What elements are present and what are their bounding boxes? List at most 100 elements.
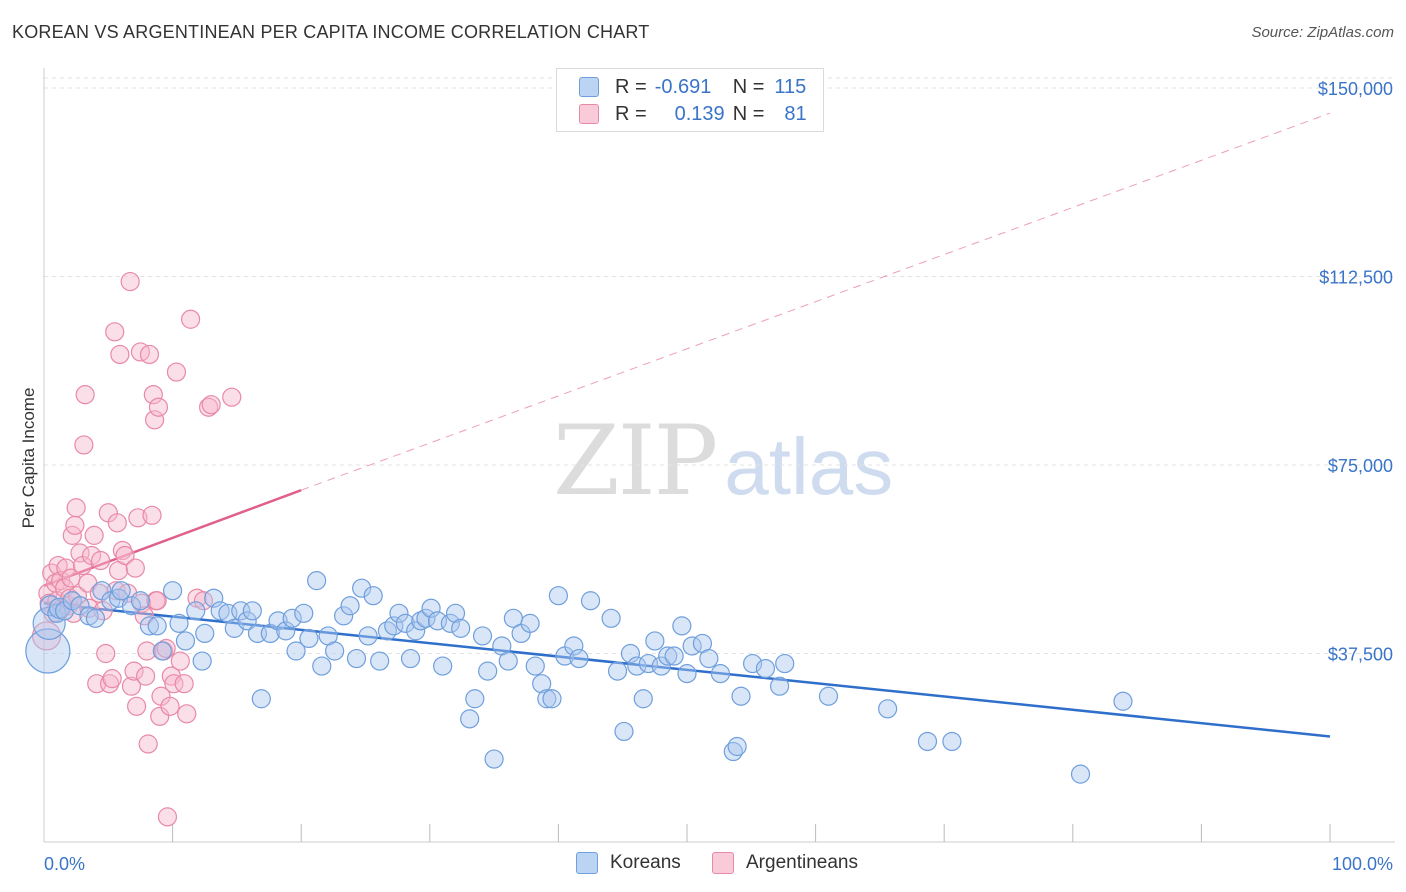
argentinean-point (56, 558, 76, 578)
korean-point (775, 653, 795, 674)
korean-point (498, 651, 518, 671)
argentinean-point (144, 410, 165, 430)
argentinean-point (121, 676, 142, 696)
series-legend-label: Koreans (610, 852, 681, 873)
argentinean-point (65, 515, 85, 535)
argentinean-point (126, 696, 147, 716)
argentinean-point (222, 387, 242, 407)
korean-point (769, 676, 790, 696)
korean-point (25, 628, 71, 674)
series-legend: Koreans Argentineans (0, 852, 1406, 878)
legend-r-label: R = (615, 75, 647, 98)
argentinean-point (112, 540, 133, 561)
series-legend-koreans[interactable]: Koreans (576, 852, 681, 874)
korean-point (421, 598, 441, 618)
argentinean-point (142, 505, 162, 525)
trend-layer (43, 112, 1331, 738)
korean-point (727, 736, 747, 757)
series-legend-argentineans[interactable]: Argentineans (712, 852, 858, 874)
x-tick-label-min: 0.0% (44, 854, 85, 874)
argentinean-point (181, 309, 201, 329)
argentinean-point (99, 674, 120, 694)
korean-point (370, 651, 390, 671)
korean-point (620, 643, 641, 664)
argentinean-point (93, 601, 113, 621)
korean-points (25, 571, 1133, 784)
korean-point (672, 616, 692, 636)
korean-point (377, 621, 397, 641)
korean-point (878, 699, 898, 719)
korean-point (1113, 691, 1133, 711)
legend-row-koreans: R = -0.691 N = 115 (579, 74, 806, 100)
argentinean-point (70, 543, 90, 563)
korean-point (472, 626, 493, 646)
korean-swatch (576, 852, 598, 874)
argentinean-point (106, 581, 126, 601)
argentinean-point (139, 344, 160, 365)
y-tick-label: $37,500 (1328, 645, 1393, 665)
korean-point (607, 661, 628, 681)
argentinean-point (120, 271, 140, 292)
korean-point (101, 591, 121, 611)
watermark-zip: ZIP (553, 405, 718, 517)
korean-point (406, 621, 426, 641)
korean-point (147, 616, 167, 636)
korean-point (627, 656, 647, 676)
korean-point (363, 586, 383, 606)
korean-point (54, 601, 75, 621)
watermark-atlas: atlas (724, 422, 894, 511)
argentinean-point (201, 395, 221, 415)
korean-point (645, 631, 665, 651)
korean-point (294, 603, 314, 623)
y-tick-label: $150,000 (1318, 79, 1393, 99)
korean-point (532, 674, 552, 694)
legend-n-label: N = (732, 102, 765, 125)
korean-point (204, 588, 224, 608)
korean-point (664, 646, 684, 666)
argentinean-point (166, 362, 187, 382)
y-axis-label: Per Capita Income (19, 388, 38, 529)
korean-point (548, 586, 569, 606)
korean-point (111, 581, 131, 601)
korean-point (231, 601, 251, 621)
argentinean-point (137, 641, 157, 661)
argentinean-point (125, 558, 145, 578)
korean-point (460, 709, 480, 729)
korean-point (139, 616, 160, 636)
korean-point (731, 686, 751, 706)
legend-r-label: R = (615, 102, 647, 125)
korean-point (580, 591, 601, 611)
argentinean-point (147, 591, 167, 611)
korean-point (195, 623, 215, 644)
korean-trend-line (43, 602, 1331, 738)
korean-point (451, 618, 471, 638)
argentinean-point (48, 555, 68, 576)
argentinean-point (90, 550, 111, 571)
korean-point (286, 641, 306, 661)
korean-point (384, 616, 404, 636)
korean-point (186, 601, 206, 621)
argentinean-point (107, 513, 127, 533)
korean-point (340, 596, 360, 616)
korean-point (169, 613, 189, 633)
legend-n-label: N = (732, 75, 765, 98)
argentinean-swatch (712, 852, 734, 874)
argentinean-swatch (579, 104, 599, 124)
legend-n-value: 81 (784, 102, 807, 125)
legend-r-value: -0.691 (654, 75, 712, 98)
korean-point (445, 603, 466, 623)
argentinean-points (31, 271, 242, 827)
argentinean-trend-extension (301, 112, 1331, 491)
korean-point (152, 641, 172, 661)
korean-point (121, 596, 142, 616)
y-tick-label: $112,500 (1319, 268, 1393, 288)
korean-point (699, 648, 719, 669)
korean-point (276, 621, 296, 641)
legend-n-value: 115 (774, 75, 807, 98)
korean-point (325, 641, 345, 661)
korean-point (312, 656, 332, 676)
korean-point (307, 571, 327, 591)
argentinean-point (148, 397, 169, 417)
korean-point (175, 631, 196, 651)
